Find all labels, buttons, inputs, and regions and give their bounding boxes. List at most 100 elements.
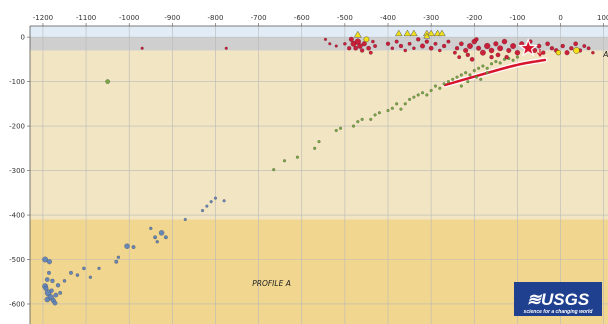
yellow-event-point <box>573 47 580 54</box>
deep-blue-point <box>200 209 205 213</box>
x-tick-label: -800 <box>208 14 224 22</box>
shallow-red-point <box>403 48 408 53</box>
intermediate-green-point <box>494 60 498 64</box>
deep-blue-point <box>222 199 226 203</box>
deep-blue-point <box>52 300 58 306</box>
annotation-label: PROFILE A <box>252 279 291 288</box>
intermediate-green-point <box>282 159 287 163</box>
intermediate-green-point <box>446 80 450 84</box>
intermediate-green-point <box>459 84 463 88</box>
shallow-red-point <box>564 50 570 56</box>
volcano-point <box>427 29 435 37</box>
intermediate-green-point <box>511 58 515 62</box>
y-tick-label: 0 <box>21 34 25 42</box>
y-tick-label: -100 <box>9 78 25 86</box>
deep-blue-point <box>116 255 121 259</box>
intermediate-green-point <box>474 75 479 79</box>
deep-blue-point <box>50 278 55 284</box>
shallow-red-point <box>591 50 595 55</box>
deep-blue-point <box>158 230 165 236</box>
shallow-red-point <box>416 37 421 42</box>
shallow-red-point <box>347 46 352 51</box>
shallow-red-point <box>514 49 521 56</box>
deep-blue-point <box>131 245 136 250</box>
shallow-red-point <box>361 41 367 47</box>
deep-blue-point <box>69 270 73 275</box>
shallow-red-point <box>452 50 457 55</box>
mainshock-star-icon <box>518 37 538 57</box>
shallow-red-point <box>489 54 494 60</box>
shallow-red-point <box>569 46 574 51</box>
band-air <box>30 26 608 38</box>
shallow-red-point <box>488 47 495 54</box>
intermediate-green-point <box>356 120 360 124</box>
shallow-red-point <box>438 48 442 53</box>
shallow-red-point <box>441 43 447 49</box>
deep-blue-point <box>183 217 187 222</box>
deep-blue-point <box>75 273 80 277</box>
shallow-red-point <box>368 50 373 55</box>
shallow-red-point <box>479 49 486 56</box>
volcano-point <box>403 29 412 37</box>
shallow-red-point <box>353 45 359 51</box>
shallow-red-point <box>501 38 508 45</box>
shallow-red-point <box>504 54 509 60</box>
shallow-red-point <box>357 43 363 49</box>
shallow-red-point <box>428 45 434 51</box>
deep-blue-point <box>153 235 158 240</box>
deep-blue-point <box>44 277 50 282</box>
intermediate-green-point <box>433 84 438 88</box>
x-tick-label: -200 <box>466 14 482 22</box>
band-mantle-upper <box>30 50 608 220</box>
shallow-red-point <box>541 50 546 55</box>
shallow-red-point <box>366 45 371 51</box>
slab-trace-red <box>443 58 547 87</box>
x-tick-label: -1100 <box>76 14 96 22</box>
shallow-red-point <box>433 41 438 46</box>
y-tick-label: -400 <box>9 212 25 220</box>
annotations: PROFILE A A <box>252 50 608 288</box>
intermediate-green-point <box>485 66 489 70</box>
deep-blue-point <box>124 243 130 249</box>
shallow-red-point <box>371 39 375 44</box>
shallow-red-point <box>457 55 462 60</box>
deep-blue-point <box>49 288 54 293</box>
deep-blue-point <box>82 266 86 271</box>
intermediate-green-point <box>481 64 485 68</box>
earthquake-points <box>42 29 595 306</box>
deep-blue-point <box>205 204 209 208</box>
y-tick-label: -200 <box>9 123 25 131</box>
volcano-point <box>423 32 431 39</box>
deep-blue-point <box>43 285 49 291</box>
depth-bands <box>30 26 608 324</box>
shallow-red-point <box>586 46 591 51</box>
shallow-red-point <box>510 43 517 49</box>
shallow-red-point <box>359 48 365 53</box>
x-tick-label: -1000 <box>119 14 139 22</box>
intermediate-green-point <box>395 102 399 106</box>
shallow-red-point <box>424 39 430 44</box>
deep-blue-point <box>58 290 63 295</box>
shallow-red-point <box>407 41 412 46</box>
band-crust <box>30 37 608 51</box>
x-tick-label: -400 <box>380 14 396 22</box>
intermediate-green-point <box>377 111 381 115</box>
annotation-label: A <box>602 50 608 59</box>
shallow-red-point <box>549 46 555 51</box>
shallow-red-point <box>474 37 479 42</box>
volcano-point <box>410 29 418 37</box>
deep-blue-point <box>114 259 119 264</box>
shallow-red-point <box>334 44 338 48</box>
shallow-red-point <box>394 39 399 44</box>
shallow-red-point <box>476 45 482 51</box>
intermediate-green-point <box>485 71 489 75</box>
intermediate-green-point <box>451 77 455 81</box>
intermediate-green-point <box>373 113 377 117</box>
usgs-logo-box <box>514 282 602 316</box>
deep-blue-point <box>42 256 49 263</box>
shallow-red-point <box>506 47 512 54</box>
y-tick-label: -300 <box>9 167 25 175</box>
intermediate-green-point <box>429 88 433 93</box>
x-axis-ticks: -1200 -1100 -1000 -900 -800 -700 -600 -500 -400-… <box>33 14 608 26</box>
